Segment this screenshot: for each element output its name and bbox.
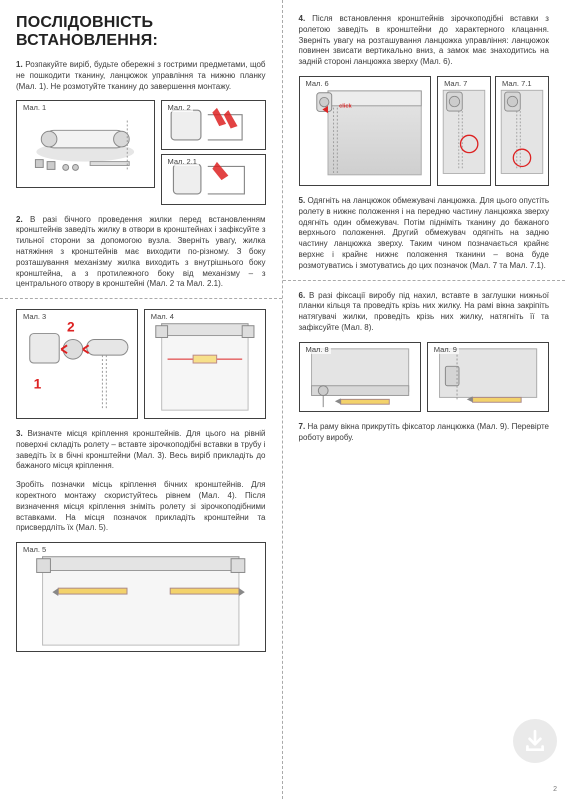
fig-2-1-caption: Мал. 2.1 bbox=[166, 157, 199, 166]
fig-7-1-caption: Мал. 7.1 bbox=[500, 79, 533, 88]
para-1-text: Розпакуйте виріб, будьте обережні з гост… bbox=[16, 60, 266, 91]
fig-6-caption: Мал. 6 bbox=[304, 79, 331, 88]
para-6-text: В разі фіксації виробу під нахил, вставт… bbox=[299, 291, 550, 332]
para-7-text: На раму вікна прикрутіть фіксатор ланцюж… bbox=[299, 422, 550, 442]
para-3a-text: Визначте місця кріплення кронштейнів. Дл… bbox=[16, 429, 266, 470]
fig-2-caption: Мал. 2 bbox=[166, 103, 193, 112]
para-4-text: Після встановлення кронштейнів зірочкопо… bbox=[299, 14, 550, 66]
click-label: click bbox=[339, 104, 352, 110]
fig-8: Мал. 8 bbox=[299, 342, 421, 412]
para-3a: 3. Визначте місця кріплення кронштейнів.… bbox=[16, 429, 266, 472]
fig-row-5: Мал. 8 Мал. 9 bbox=[299, 342, 550, 412]
fig-row-2: Мал. 3 1 2 Мал. 4 bbox=[16, 309, 266, 419]
fig-5-illustration bbox=[17, 543, 265, 651]
para-5-text: Одягніть на ланцюжок обмежувачі ланцюжка… bbox=[299, 196, 550, 270]
fig-2: Мал. 2 bbox=[161, 100, 266, 150]
left-column: ПОСЛІДОВНІСТЬ ВСТАНОВЛЕННЯ: 1. Розпакуйт… bbox=[0, 0, 283, 799]
fig-7-illustration bbox=[438, 77, 490, 185]
para-5: 5. Одягніть на ланцюжок обмежувачі ланцю… bbox=[299, 196, 550, 272]
page-title: ПОСЛІДОВНІСТЬ ВСТАНОВЛЕННЯ: bbox=[16, 14, 266, 50]
para-2-text: В разі бічного проведення жилки перед вс… bbox=[16, 215, 266, 289]
divider-left bbox=[0, 298, 282, 299]
label-2: 2 bbox=[67, 320, 75, 335]
fig-4-illustration bbox=[145, 310, 265, 418]
fig-7-1: Мал. 7.1 bbox=[495, 76, 549, 186]
page: ПОСЛІДОВНІСТЬ ВСТАНОВЛЕННЯ: 1. Розпакуйт… bbox=[0, 0, 565, 799]
para-7: 7. На раму вікна прикрутіть фіксатор лан… bbox=[299, 422, 550, 444]
fig-4-caption: Мал. 4 bbox=[149, 312, 176, 321]
fig-6-illustration: click bbox=[300, 77, 431, 185]
right-column: 4. Після встановлення кронштейнів зірочк… bbox=[283, 0, 565, 799]
fig-1: Мал. 1 bbox=[16, 100, 155, 188]
label-1: 1 bbox=[34, 377, 42, 392]
fig-7-1-illustration bbox=[496, 77, 548, 185]
para-1: 1. Розпакуйте виріб, будьте обережні з г… bbox=[16, 60, 266, 92]
fig-3-illustration: 1 2 bbox=[17, 310, 137, 418]
para-2: 2. В разі бічного проведення жилки перед… bbox=[16, 215, 266, 291]
divider-right bbox=[283, 280, 565, 281]
fig-6: Мал. 6 click bbox=[299, 76, 432, 186]
para-3b: Зробіть позначки місць кріплення бічних … bbox=[16, 480, 266, 534]
fig-1-illustration bbox=[17, 101, 154, 187]
watermark-icon bbox=[513, 719, 557, 763]
fig-3: Мал. 3 1 2 bbox=[16, 309, 138, 419]
fig-2-1: Мал. 2.1 bbox=[161, 154, 266, 204]
fig-7-caption: Мал. 7 bbox=[442, 79, 469, 88]
fig-1-caption: Мал. 1 bbox=[21, 103, 48, 112]
fig-3-caption: Мал. 3 bbox=[21, 312, 48, 321]
fig-7: Мал. 7 bbox=[437, 76, 491, 186]
fig-5-caption: Мал. 5 bbox=[21, 545, 48, 554]
fig-row-4: Мал. 6 click Мал. 7 bbox=[299, 76, 550, 186]
fig-4: Мал. 4 bbox=[144, 309, 266, 419]
fig-row-3: Мал. 5 bbox=[16, 542, 266, 652]
fig-9: Мал. 9 bbox=[427, 342, 549, 412]
fig-9-caption: Мал. 9 bbox=[432, 345, 459, 354]
fig-5: Мал. 5 bbox=[16, 542, 266, 652]
fig-8-caption: Мал. 8 bbox=[304, 345, 331, 354]
para-6: 6. В разі фіксації виробу під нахил, вст… bbox=[299, 291, 550, 334]
fig-row-1: Мал. 1 Мал. 2 bbox=[16, 100, 266, 204]
page-number: 2 bbox=[553, 786, 557, 793]
para-4: 4. Після встановлення кронштейнів зірочк… bbox=[299, 14, 550, 68]
